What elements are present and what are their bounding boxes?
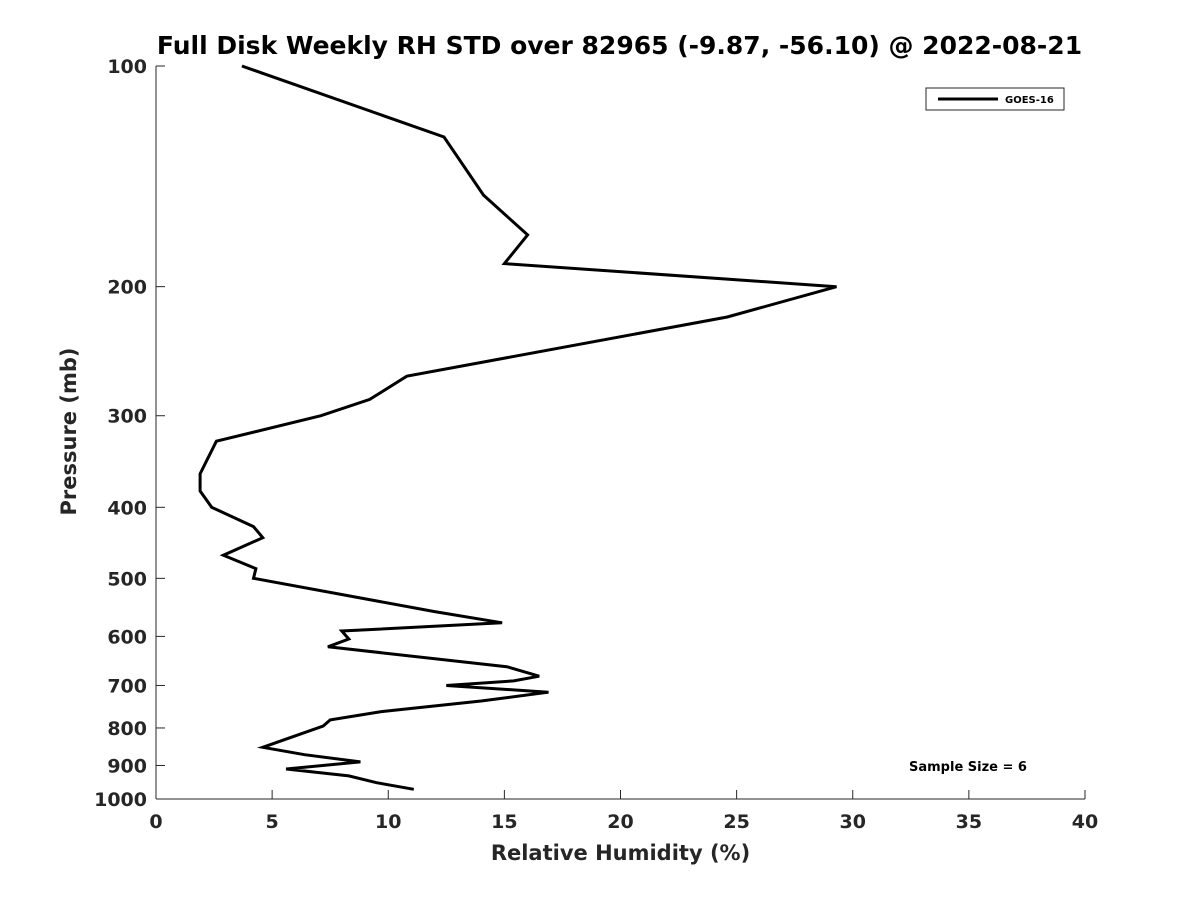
x-tick-label: 15 (491, 811, 517, 833)
y-tick-label: 500 (107, 568, 147, 590)
x-tick-label: 40 (1072, 811, 1098, 833)
x-tick-label: 20 (607, 811, 633, 833)
legend: GOES-16 (925, 87, 1065, 111)
x-tick-label: 0 (149, 811, 162, 833)
y-axis-ticks: 100 200 300 400 500 600 700 800 900 1000 (94, 56, 165, 811)
x-tick-label: 10 (375, 811, 401, 833)
y-tick-label: 900 (107, 755, 147, 777)
series-line-goes-16 (198, 64, 837, 791)
x-axis-label: Relative Humidity (%) (491, 841, 750, 865)
x-tick-label: 30 (840, 811, 866, 833)
y-tick-label: 400 (107, 497, 147, 519)
x-tick-label: 5 (266, 811, 279, 833)
y-tick-label: 1000 (94, 789, 147, 811)
x-axis-ticks: 0 5 10 15 20 25 30 35 40 (149, 790, 1098, 833)
series-layer (198, 64, 837, 791)
y-tick-label: 100 (107, 56, 147, 78)
y-tick-label: 300 (107, 406, 147, 428)
x-tick-label: 35 (956, 811, 982, 833)
y-tick-label: 600 (107, 626, 147, 648)
legend-label-goes-16: GOES-16 (1005, 95, 1054, 106)
y-axis-label: Pressure (mb) (57, 348, 81, 516)
y-tick-label: 800 (107, 718, 147, 740)
y-tick-label: 200 (107, 277, 147, 299)
x-tick-label: 25 (723, 811, 749, 833)
sample-size-annotation: Sample Size = 6 (909, 760, 1027, 775)
y-tick-label: 700 (107, 675, 147, 697)
chart-title: Full Disk Weekly RH STD over 82965 (-9.8… (157, 31, 1082, 60)
